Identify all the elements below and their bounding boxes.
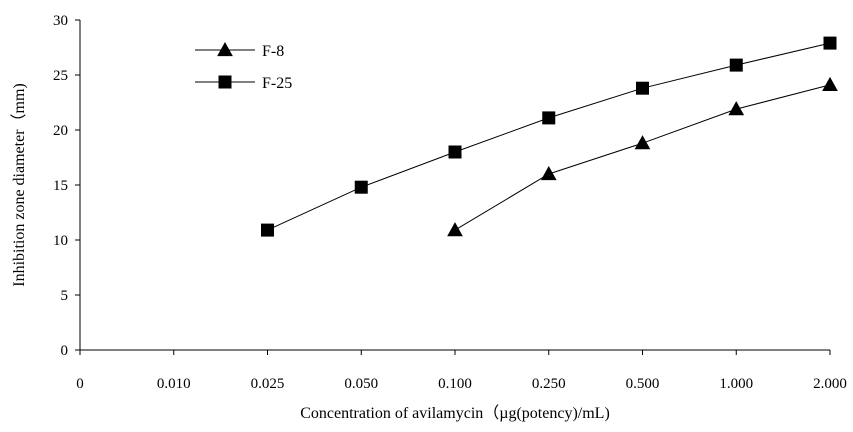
x-tick-label: 0.050 xyxy=(344,376,378,392)
series-f-25 xyxy=(261,36,837,237)
legend-marker xyxy=(217,41,233,57)
x-tick-label: 0 xyxy=(76,376,84,392)
data-point xyxy=(542,111,556,125)
data-point xyxy=(540,165,557,181)
data-point xyxy=(823,36,837,50)
data-point xyxy=(448,145,462,159)
legend-entry: F-25 xyxy=(195,75,292,92)
legend-marker xyxy=(218,75,232,89)
legend-label: F-25 xyxy=(262,75,292,92)
series-line xyxy=(267,42,831,231)
x-tick-label: 0.250 xyxy=(532,376,566,392)
data-point xyxy=(261,223,274,237)
y-axis-title: Inhibition zone diameter（mm) xyxy=(10,83,28,287)
x-tick-label: 0.100 xyxy=(438,376,472,392)
series-line xyxy=(454,84,831,231)
legend-entry: F-8 xyxy=(195,41,284,60)
series-layer xyxy=(261,36,838,237)
y-tick-label: 0 xyxy=(61,343,69,359)
axes: 0 5 10 15 20 25 30 0 0.010 0.025 0.050 0.100 0.250 0.… xyxy=(53,13,847,392)
data-point xyxy=(354,180,368,194)
data-point xyxy=(634,135,651,150)
data-point xyxy=(729,58,743,72)
y-tick-label: 20 xyxy=(53,123,68,139)
legend: F-8 F-25 xyxy=(195,41,292,92)
x-tick-label: 2.000 xyxy=(813,376,847,392)
x-tick-label: 0.500 xyxy=(626,376,660,392)
x-tick-label: 0.010 xyxy=(157,376,191,392)
data-point xyxy=(822,76,838,91)
data-point xyxy=(447,222,463,237)
x-tick-label: 0.025 xyxy=(251,376,285,392)
y-tick-label: 5 xyxy=(61,288,69,304)
legend-label: F-8 xyxy=(262,43,284,60)
y-tick-label: 15 xyxy=(53,178,68,194)
x-axis-title: Concentration of avilamycin（µg(potency)/… xyxy=(300,404,610,422)
y-tick-label: 25 xyxy=(53,68,68,84)
series-f-8 xyxy=(447,76,838,237)
x-tick-label: 1.000 xyxy=(719,376,753,392)
data-point xyxy=(636,81,649,95)
y-tick-label: 30 xyxy=(53,13,68,29)
data-point xyxy=(728,101,745,116)
y-tick-label: 10 xyxy=(53,233,68,249)
